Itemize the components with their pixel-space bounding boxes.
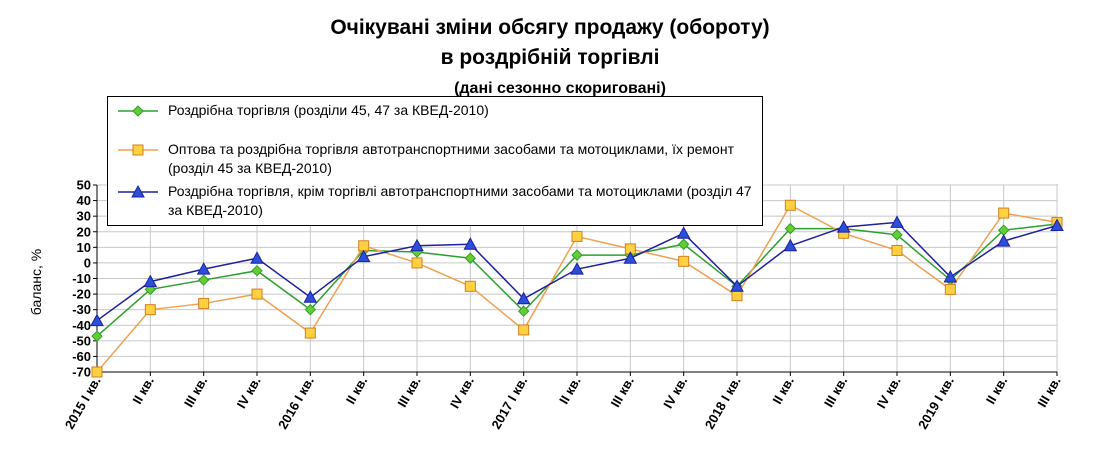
y-axis-label: баланс, % [28, 249, 44, 315]
data-point [783, 238, 798, 252]
data-point [731, 290, 743, 302]
data-point [411, 257, 423, 269]
data-point [463, 237, 478, 250]
data-point [90, 313, 104, 327]
data-point [410, 238, 424, 252]
data-point [464, 280, 476, 292]
series-2 [90, 215, 1064, 327]
y-tick-label: -40 [72, 318, 91, 333]
x-tick-label: II кв. [129, 374, 156, 407]
data-point [571, 230, 583, 242]
series-layer [90, 199, 1064, 378]
x-tick-label: II кв. [343, 374, 370, 407]
y-tick-label: 0 [84, 255, 91, 270]
legend-marker-triangle [118, 184, 158, 198]
chart-subtitle: (дані сезонно скориговані) [454, 80, 666, 97]
x-tick-label: 2019 I кв. [915, 374, 957, 432]
data-point [784, 199, 796, 211]
data-point [464, 252, 477, 264]
y-tick-label: -70 [72, 365, 91, 380]
data-point [836, 220, 851, 233]
data-point [998, 207, 1010, 219]
x-tick-label: II кв. [556, 374, 583, 407]
data-point [996, 234, 1011, 247]
x-tick-label: 2018 I кв. [702, 374, 744, 432]
data-point [516, 291, 531, 305]
data-point [891, 229, 903, 241]
data-point [784, 222, 797, 235]
y-tick-label: -60 [72, 349, 91, 364]
data-point [91, 366, 103, 378]
data-point [358, 240, 370, 252]
data-point [571, 249, 583, 261]
data-point [304, 303, 317, 316]
chart-title: Очікувані зміни обсягу продажу (обороту) [330, 16, 770, 39]
data-point [678, 255, 690, 267]
y-tick-label: 30 [77, 209, 91, 224]
x-tick-label: IV кв. [447, 374, 477, 411]
data-point [143, 274, 158, 288]
x-tick-label: IV кв. [660, 374, 690, 411]
y-tick-label: 40 [77, 193, 91, 208]
data-point [518, 324, 530, 336]
data-point [304, 327, 316, 339]
data-point [517, 305, 530, 317]
x-tick-label: IV кв. [874, 374, 904, 411]
data-point [197, 274, 210, 286]
y-tick-label: 10 [77, 240, 91, 255]
legend-marker-diamond [118, 105, 158, 117]
legend: Роздрібна торгівля (розділи 45, 47 за КВ… [107, 96, 763, 226]
y-tick-label: -10 [72, 271, 91, 286]
data-point [944, 283, 956, 295]
y-tick-label: -50 [72, 333, 91, 348]
y-tick-label: -20 [72, 287, 91, 302]
data-point [250, 251, 264, 264]
legend-label-retail-excl-auto: Роздрібна торгівля, крім торгівлі автотр… [168, 183, 752, 218]
data-point [730, 279, 744, 292]
x-tick-label: IV кв. [234, 374, 264, 411]
data-point [144, 304, 156, 316]
data-point [198, 297, 210, 309]
data-point [251, 265, 263, 277]
x-tick-label: 2015 I кв. [62, 374, 104, 432]
data-point [251, 288, 263, 300]
x-tick-label: II кв. [769, 374, 796, 407]
data-point [196, 262, 211, 275]
y-tick-label: -30 [72, 302, 91, 317]
legend-marker-square [118, 144, 158, 156]
data-point [356, 249, 371, 263]
x-tick-label: III кв. [1034, 374, 1063, 410]
data-point [623, 251, 638, 264]
data-point [890, 215, 904, 228]
y-tick-label: 50 [77, 178, 91, 193]
y-tick-label: 20 [77, 224, 91, 239]
x-tick-label: III кв. [821, 374, 850, 410]
x-axis-ticks: 2015 I кв. II кв. III кв. IV кв. 2016 I кв. I… [62, 374, 1064, 432]
data-point [570, 262, 584, 275]
data-point [943, 269, 958, 283]
x-tick-label: III кв. [394, 374, 423, 410]
x-tick-label: III кв. [181, 374, 210, 410]
data-point [303, 290, 318, 303]
legend-label-retail: Роздрібна торгівля (розділи 45, 47 за КВ… [168, 102, 489, 118]
data-point [91, 330, 103, 342]
data-point [1050, 218, 1064, 232]
x-tick-label: 2016 I кв. [275, 374, 317, 432]
legend-label-auto: Оптова та роздрібна торгівля автотранспо… [168, 141, 734, 176]
x-tick-label: 2017 I кв. [488, 374, 530, 432]
x-tick-label: III кв. [608, 374, 637, 410]
chart-title-line2: в роздрібній торгівлі [440, 46, 660, 69]
data-point [677, 238, 690, 250]
x-tick-label: II кв. [983, 374, 1010, 407]
data-point [676, 226, 691, 239]
data-point [891, 244, 903, 256]
